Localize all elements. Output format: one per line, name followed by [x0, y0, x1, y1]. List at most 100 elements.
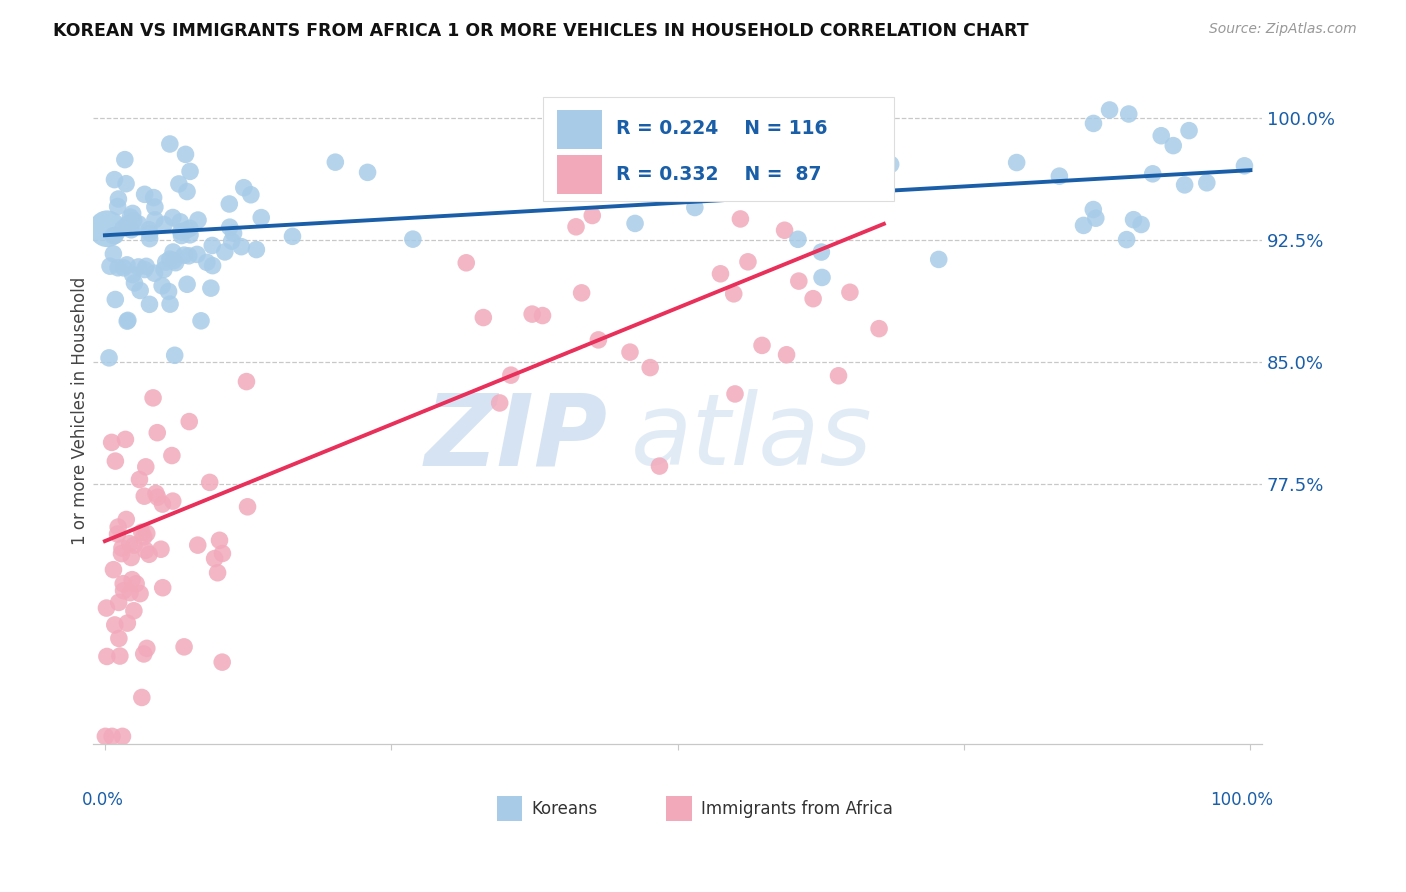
Point — [131, 525, 153, 540]
Point — [107, 520, 129, 534]
Point — [134, 187, 156, 202]
Point — [101, 228, 124, 243]
Point — [179, 415, 201, 429]
Point — [232, 180, 254, 194]
Point — [107, 199, 129, 213]
Point — [146, 490, 169, 504]
Point — [773, 223, 796, 237]
Point — [128, 217, 150, 231]
Point — [152, 497, 174, 511]
Point — [588, 333, 610, 347]
Text: atlas: atlas — [631, 389, 873, 486]
Point — [1083, 116, 1105, 130]
Point — [115, 258, 138, 272]
Point — [134, 489, 156, 503]
Point — [811, 270, 834, 285]
Point — [101, 730, 124, 744]
Point — [138, 547, 160, 561]
Point — [121, 573, 143, 587]
Point — [1195, 176, 1218, 190]
Point — [157, 285, 180, 299]
Point — [198, 475, 221, 490]
Point — [124, 276, 146, 290]
Point — [103, 563, 125, 577]
Point — [117, 313, 139, 327]
Point — [787, 232, 810, 246]
Point — [143, 266, 166, 280]
FancyBboxPatch shape — [557, 110, 602, 149]
Point — [162, 211, 184, 225]
Point — [186, 247, 208, 261]
Point — [173, 640, 195, 654]
Point — [211, 546, 233, 560]
Point — [96, 601, 118, 615]
Point — [187, 213, 209, 227]
Point — [112, 583, 135, 598]
Point — [163, 348, 186, 362]
Point — [323, 155, 346, 169]
Text: R = 0.224    N = 116: R = 0.224 N = 116 — [616, 120, 827, 138]
Point — [135, 260, 157, 274]
Point — [146, 425, 169, 440]
Point — [98, 351, 121, 365]
Point — [236, 500, 259, 514]
Point — [281, 229, 304, 244]
Point — [751, 338, 773, 352]
Point — [107, 527, 129, 541]
Text: ZIP: ZIP — [425, 389, 607, 486]
Point — [211, 655, 233, 669]
Point — [120, 550, 142, 565]
Point — [117, 616, 139, 631]
Point — [683, 201, 706, 215]
Point — [112, 221, 135, 235]
Point — [179, 164, 201, 178]
Point — [200, 281, 222, 295]
Point — [231, 240, 253, 254]
Point — [170, 225, 193, 239]
Point — [214, 244, 236, 259]
Point — [737, 255, 759, 269]
Point — [112, 260, 135, 275]
Point — [838, 285, 860, 300]
Point — [730, 211, 752, 226]
Point — [142, 191, 165, 205]
Point — [163, 253, 186, 268]
Point — [159, 136, 181, 151]
Point — [844, 183, 866, 197]
Point — [155, 255, 177, 269]
Point — [159, 252, 181, 266]
Point — [104, 228, 127, 243]
Point — [122, 538, 145, 552]
Point — [152, 581, 174, 595]
Point — [108, 648, 131, 663]
Point — [120, 223, 142, 237]
Point — [250, 211, 273, 225]
Point — [118, 536, 141, 550]
Point — [174, 147, 197, 161]
Point — [787, 274, 810, 288]
Point — [827, 368, 849, 383]
Point — [111, 730, 134, 744]
Point — [104, 293, 127, 307]
Point — [1161, 138, 1184, 153]
Point — [138, 232, 160, 246]
Point — [162, 494, 184, 508]
Point — [111, 541, 134, 555]
Point — [138, 222, 160, 236]
Point — [160, 449, 183, 463]
Point — [129, 587, 152, 601]
Point — [94, 730, 117, 744]
Point — [122, 604, 145, 618]
Point — [98, 259, 121, 273]
Point — [928, 252, 950, 267]
Point — [127, 260, 149, 274]
Point — [115, 314, 138, 328]
Point — [1084, 211, 1107, 226]
Point — [638, 360, 661, 375]
Point — [96, 649, 118, 664]
Point — [170, 228, 193, 243]
Point — [143, 200, 166, 214]
Point — [824, 115, 846, 129]
Point — [218, 220, 240, 235]
Point — [245, 243, 267, 257]
